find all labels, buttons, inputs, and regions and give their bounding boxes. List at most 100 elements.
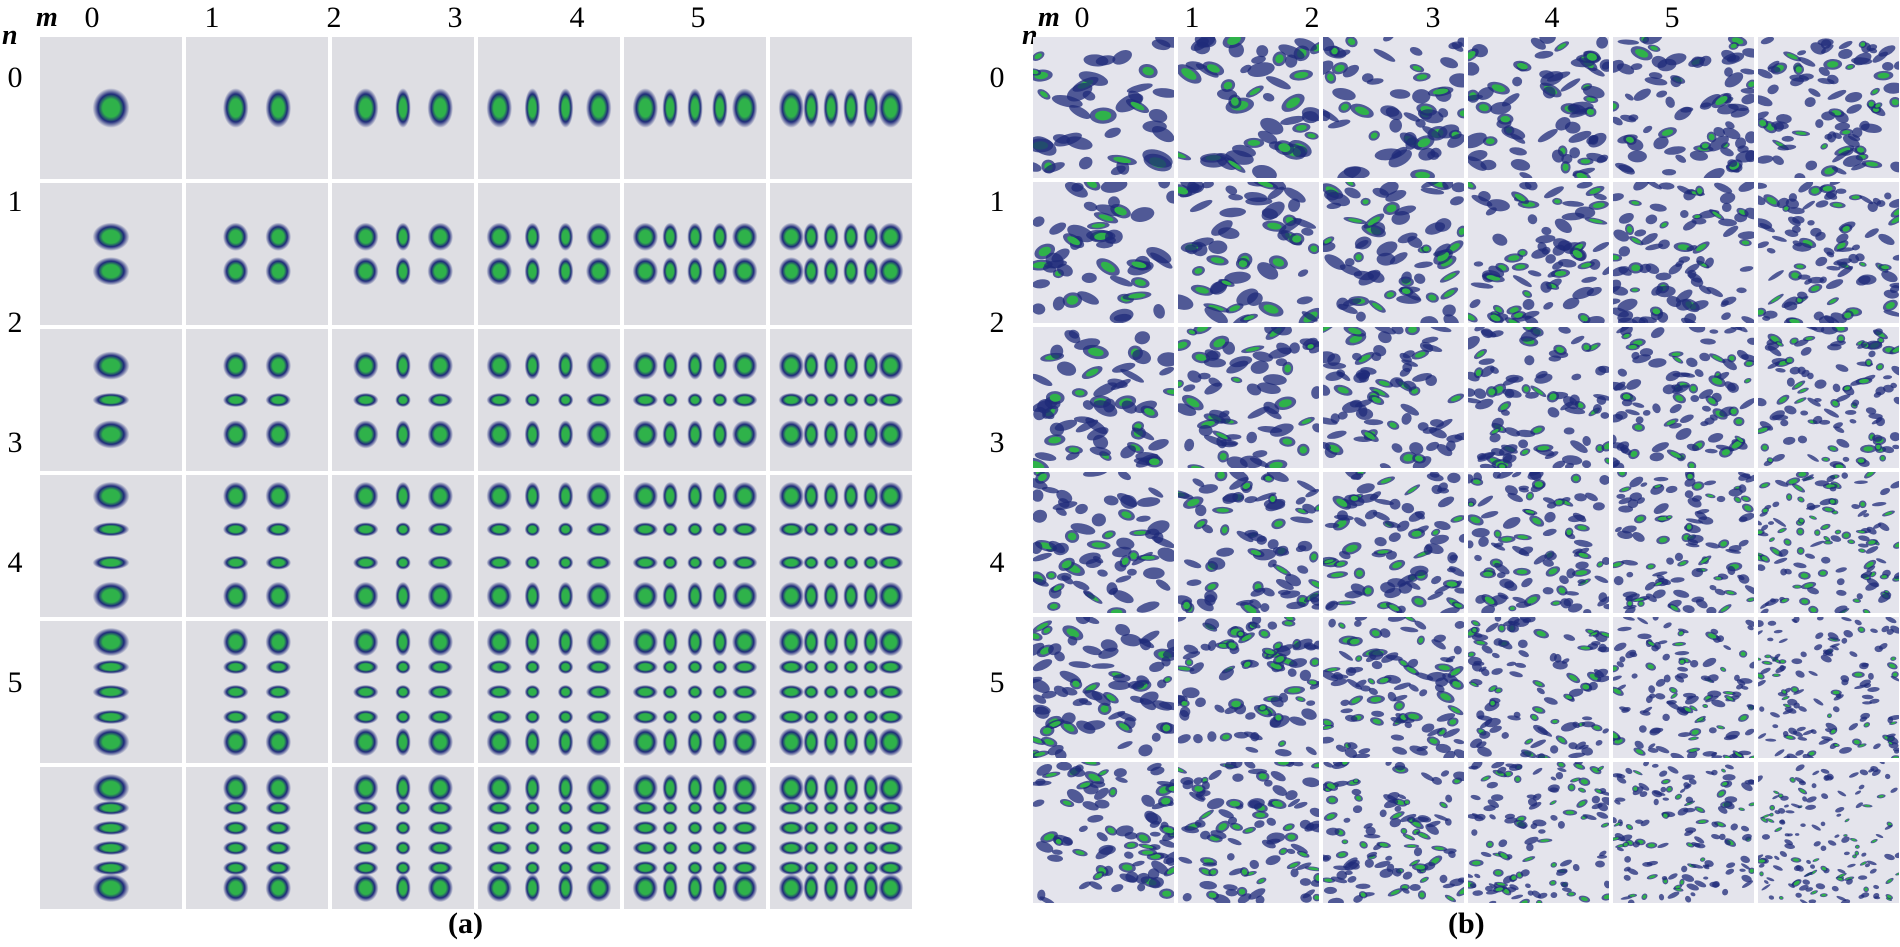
mode-lobe: [395, 256, 411, 286]
speckle-grain: [1307, 133, 1316, 139]
speckle-grain: [1558, 762, 1564, 767]
speckle-grain: [1254, 820, 1265, 828]
speckle-grain: [1625, 767, 1633, 775]
speckle-grain: [1796, 264, 1804, 269]
mode-lobe: [427, 627, 454, 657]
speckle-grain: [1882, 384, 1894, 393]
speckle-grain: [1759, 706, 1765, 712]
speckle-grain: [1709, 584, 1717, 591]
speckle-grain: [1720, 147, 1734, 157]
speckle-grain: [1618, 246, 1631, 257]
speckle-grain: [1266, 838, 1281, 845]
speckle-grain: [1285, 573, 1302, 587]
speckle-grain: [1680, 788, 1686, 793]
speckle-grain: [1788, 193, 1798, 202]
speckle-grain: [1033, 659, 1053, 672]
speckle-grain: [1451, 182, 1464, 193]
mode-cell-m0-n5: [40, 767, 182, 909]
speckle-grain: [1355, 796, 1362, 801]
speckle-grain: [1833, 694, 1844, 701]
speckle-grain: [1468, 814, 1479, 819]
mode-lobe: [687, 555, 703, 570]
speckle-grain: [1075, 617, 1091, 625]
mode-lobe: [524, 481, 541, 511]
mode-lobe: [778, 709, 805, 725]
speckle-grain: [1566, 529, 1572, 536]
mode-lobe: [843, 256, 859, 286]
speckle-grain: [1364, 858, 1374, 868]
speckle-grain: [1661, 875, 1668, 881]
mode-lobe: [486, 392, 513, 408]
speckle-grain: [1183, 384, 1196, 392]
speckle-grain: [1187, 370, 1202, 383]
speckle-grain: [1214, 704, 1225, 713]
speckle-grain: [1402, 871, 1413, 880]
speckle-grain: [1786, 753, 1799, 758]
m-axis-symbol: m: [1038, 2, 1060, 33]
speckle-grain: [1663, 674, 1671, 683]
speckle-grain: [1735, 497, 1740, 502]
speckle-grain: [1887, 879, 1892, 883]
speckle-grain: [1674, 651, 1690, 656]
speckle-grain: [1083, 54, 1109, 67]
speckle-grain: [1798, 497, 1804, 502]
row-label-n1: 1: [989, 185, 1005, 218]
speckle-grain: [1760, 667, 1771, 675]
speckle-grain: [1718, 726, 1724, 729]
speckle-grain: [1207, 557, 1226, 570]
speckle-cell-m5-n2: [1758, 327, 1899, 468]
speckle-grain: [1620, 114, 1637, 123]
speckle-grain: [1557, 43, 1567, 50]
col-label-m2: 2: [326, 1, 342, 34]
mode-lobe: [427, 820, 454, 836]
speckle-grain: [1804, 871, 1813, 877]
speckle-grain: [1859, 120, 1870, 131]
speckle-grain: [1842, 130, 1851, 135]
speckle-grain: [1153, 304, 1165, 319]
speckle-grain: [1206, 64, 1220, 73]
speckle-grain: [1472, 890, 1484, 896]
speckle-grain: [1857, 509, 1868, 517]
speckle-grain: [1724, 755, 1732, 758]
speckle-grain: [1834, 394, 1851, 403]
mode-lobe: [731, 522, 758, 537]
speckle-grain: [1348, 218, 1363, 223]
speckle-grain: [1189, 199, 1213, 213]
speckle-grain: [1875, 103, 1881, 108]
speckle-grain: [1502, 620, 1513, 627]
speckle-grain: [1427, 727, 1443, 737]
speckle-grain: [1506, 623, 1519, 633]
speckle-grain: [1811, 870, 1816, 874]
speckle-grain: [1440, 770, 1450, 777]
speckle-grain: [1119, 873, 1138, 883]
speckle-grain: [1758, 630, 1763, 636]
speckle-grain: [1244, 529, 1259, 537]
speckle-grain: [1827, 632, 1839, 641]
speckle-grain: [1559, 575, 1569, 585]
speckle-grain: [1781, 598, 1788, 603]
speckle-grain: [1540, 281, 1552, 293]
mode-lobe: [712, 627, 728, 657]
speckle-grain: [1468, 502, 1474, 506]
speckle-grain: [1758, 775, 1763, 783]
speckle-grain: [1563, 634, 1576, 641]
speckle-grain: [1195, 287, 1209, 294]
speckle-grain: [1158, 182, 1171, 189]
speckle-grain: [1086, 182, 1098, 188]
speckle-grain: [1294, 71, 1309, 79]
mode-cell-m5-n4: [770, 621, 912, 763]
speckle-grain: [1703, 480, 1717, 486]
speckle-grain: [1736, 684, 1744, 690]
speckle-grain: [1851, 504, 1861, 509]
speckle-grain: [1043, 627, 1051, 634]
speckle-grain: [1767, 620, 1777, 626]
speckle-grain: [1842, 155, 1863, 167]
speckle-grain: [1853, 739, 1860, 745]
speckle-grain: [1078, 881, 1091, 890]
speckle-grain: [1725, 691, 1734, 695]
speckle-grain: [1415, 672, 1434, 681]
speckle-grain: [1227, 37, 1241, 45]
speckle-grain: [1797, 435, 1808, 444]
speckle-grain: [1494, 870, 1502, 876]
speckle-grain: [1602, 728, 1609, 734]
